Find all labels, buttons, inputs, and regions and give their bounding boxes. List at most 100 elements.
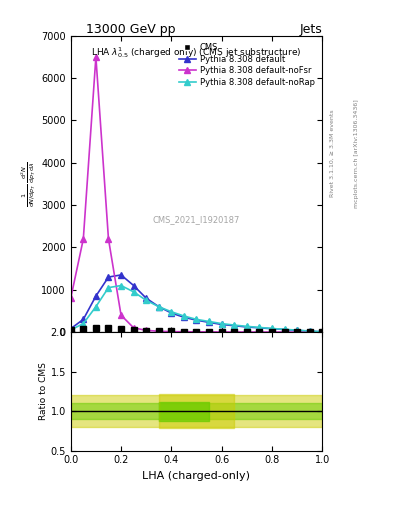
Pythia 8.308 default-noFsr [68, 295, 73, 301]
CMS [81, 326, 86, 332]
Pythia 8.308 default [144, 295, 149, 301]
Pythia 8.308 default-noRap [194, 316, 199, 323]
Pythia 8.308 default [156, 304, 161, 310]
Pythia 8.308 default-noRap [207, 318, 211, 325]
Pythia 8.308 default [81, 316, 86, 323]
CMS [244, 329, 249, 335]
Pythia 8.308 default-noFsr [282, 329, 287, 335]
Pythia 8.308 default-noRap [257, 324, 262, 330]
Pythia 8.308 default [244, 324, 249, 330]
Y-axis label: Ratio to CMS: Ratio to CMS [39, 362, 48, 420]
Pythia 8.308 default [270, 326, 274, 332]
Pythia 8.308 default [119, 272, 123, 278]
Pythia 8.308 default-noRap [219, 321, 224, 327]
CMS [232, 329, 237, 335]
Pythia 8.308 default-noFsr [244, 329, 249, 335]
Y-axis label: $\frac{1}{\mathrm{d}N/\mathrm{d}p_T}\,\frac{\mathrm{d}^2N}{\mathrm{d}p_T\,\mathr: $\frac{1}{\mathrm{d}N/\mathrm{d}p_T}\,\f… [20, 161, 39, 207]
Pythia 8.308 default-noRap [81, 321, 86, 327]
CMS [106, 325, 111, 331]
Pythia 8.308 default [194, 317, 199, 323]
Pythia 8.308 default-noFsr [144, 327, 149, 333]
Text: mcplots.cern.ch [arXiv:1306.3436]: mcplots.cern.ch [arXiv:1306.3436] [354, 99, 359, 208]
CMS [207, 329, 211, 335]
Pythia 8.308 default-noFsr [295, 329, 299, 335]
Pythia 8.308 default-noFsr [307, 329, 312, 335]
Pythia 8.308 default-noRap [169, 309, 174, 315]
Pythia 8.308 default [295, 327, 299, 333]
CMS [169, 328, 174, 334]
Pythia 8.308 default-noFsr [270, 329, 274, 335]
Pythia 8.308 default [320, 329, 325, 335]
Pythia 8.308 default-noRap [156, 304, 161, 310]
Pythia 8.308 default [182, 314, 186, 321]
Pythia 8.308 default-noFsr [106, 236, 111, 242]
CMS [282, 329, 287, 335]
Pythia 8.308 default-noRap [94, 304, 98, 310]
Text: Jets: Jets [299, 23, 322, 36]
Pythia 8.308 default-noRap [270, 326, 274, 332]
Pythia 8.308 default-noFsr [207, 329, 211, 335]
Pythia 8.308 default-noFsr [194, 329, 199, 335]
Pythia 8.308 default [307, 328, 312, 334]
Pythia 8.308 default-noFsr [94, 54, 98, 60]
CMS [156, 328, 161, 334]
Pythia 8.308 default-noRap [106, 285, 111, 291]
Line: Pythia 8.308 default: Pythia 8.308 default [68, 272, 325, 335]
Pythia 8.308 default-noRap [182, 313, 186, 319]
Pythia 8.308 default-noFsr [320, 329, 325, 335]
Text: LHA $\lambda^{1}_{0.5}$ (charged only) (CMS jet substructure): LHA $\lambda^{1}_{0.5}$ (charged only) (… [91, 45, 302, 60]
CMS [144, 328, 149, 334]
CMS [257, 329, 262, 335]
Pythia 8.308 default [257, 325, 262, 331]
Pythia 8.308 default-noFsr [131, 325, 136, 331]
Pythia 8.308 default-noRap [307, 328, 312, 334]
Bar [71, 403, 322, 419]
Pythia 8.308 default-noRap [119, 283, 123, 289]
Bar [71, 395, 322, 427]
CMS [320, 329, 325, 335]
Pythia 8.308 default-noFsr [156, 328, 161, 334]
CMS [307, 329, 312, 335]
Pythia 8.308 default-noRap [244, 323, 249, 329]
Pythia 8.308 default-noRap [320, 329, 325, 335]
Pythia 8.308 default-noRap [131, 289, 136, 295]
Pythia 8.308 default-noRap [144, 297, 149, 304]
Pythia 8.308 default-noFsr [257, 329, 262, 335]
Pythia 8.308 default [94, 293, 98, 299]
CMS [219, 329, 224, 335]
Pythia 8.308 default-noFsr [219, 329, 224, 335]
Pythia 8.308 default-noRap [68, 327, 73, 333]
Pythia 8.308 default [207, 319, 211, 326]
Text: Rivet 3.1.10, ≥ 3.3M events: Rivet 3.1.10, ≥ 3.3M events [330, 110, 335, 198]
Pythia 8.308 default-noFsr [169, 329, 174, 335]
Line: Pythia 8.308 default-noRap: Pythia 8.308 default-noRap [68, 283, 325, 334]
Pythia 8.308 default-noFsr [119, 312, 123, 318]
CMS [94, 325, 98, 331]
Pythia 8.308 default [106, 274, 111, 280]
Pythia 8.308 default [232, 323, 237, 329]
X-axis label: LHA (charged-only): LHA (charged-only) [143, 471, 250, 481]
Line: CMS: CMS [68, 325, 325, 335]
Pythia 8.308 default [131, 283, 136, 289]
Pythia 8.308 default-noRap [232, 322, 237, 328]
CMS [119, 326, 123, 332]
Pythia 8.308 default [219, 322, 224, 328]
Pythia 8.308 default [169, 310, 174, 316]
Pythia 8.308 default-noFsr [232, 329, 237, 335]
Pythia 8.308 default [68, 326, 73, 332]
Text: 13000 GeV pp: 13000 GeV pp [86, 23, 176, 36]
CMS [182, 329, 186, 335]
CMS [270, 329, 274, 335]
Pythia 8.308 default-noFsr [182, 329, 186, 335]
Pythia 8.308 default-noRap [282, 326, 287, 332]
Pythia 8.308 default-noRap [295, 327, 299, 333]
CMS [131, 327, 136, 333]
Pythia 8.308 default [282, 327, 287, 333]
Line: Pythia 8.308 default-noFsr: Pythia 8.308 default-noFsr [68, 54, 325, 335]
CMS [295, 329, 299, 335]
Text: CMS_2021_I1920187: CMS_2021_I1920187 [153, 215, 240, 224]
Pythia 8.308 default-noFsr [81, 236, 86, 242]
Legend: CMS, Pythia 8.308 default, Pythia 8.308 default-noFsr, Pythia 8.308 default-noRa: CMS, Pythia 8.308 default, Pythia 8.308 … [176, 40, 318, 90]
CMS [68, 327, 73, 333]
CMS [194, 329, 199, 335]
